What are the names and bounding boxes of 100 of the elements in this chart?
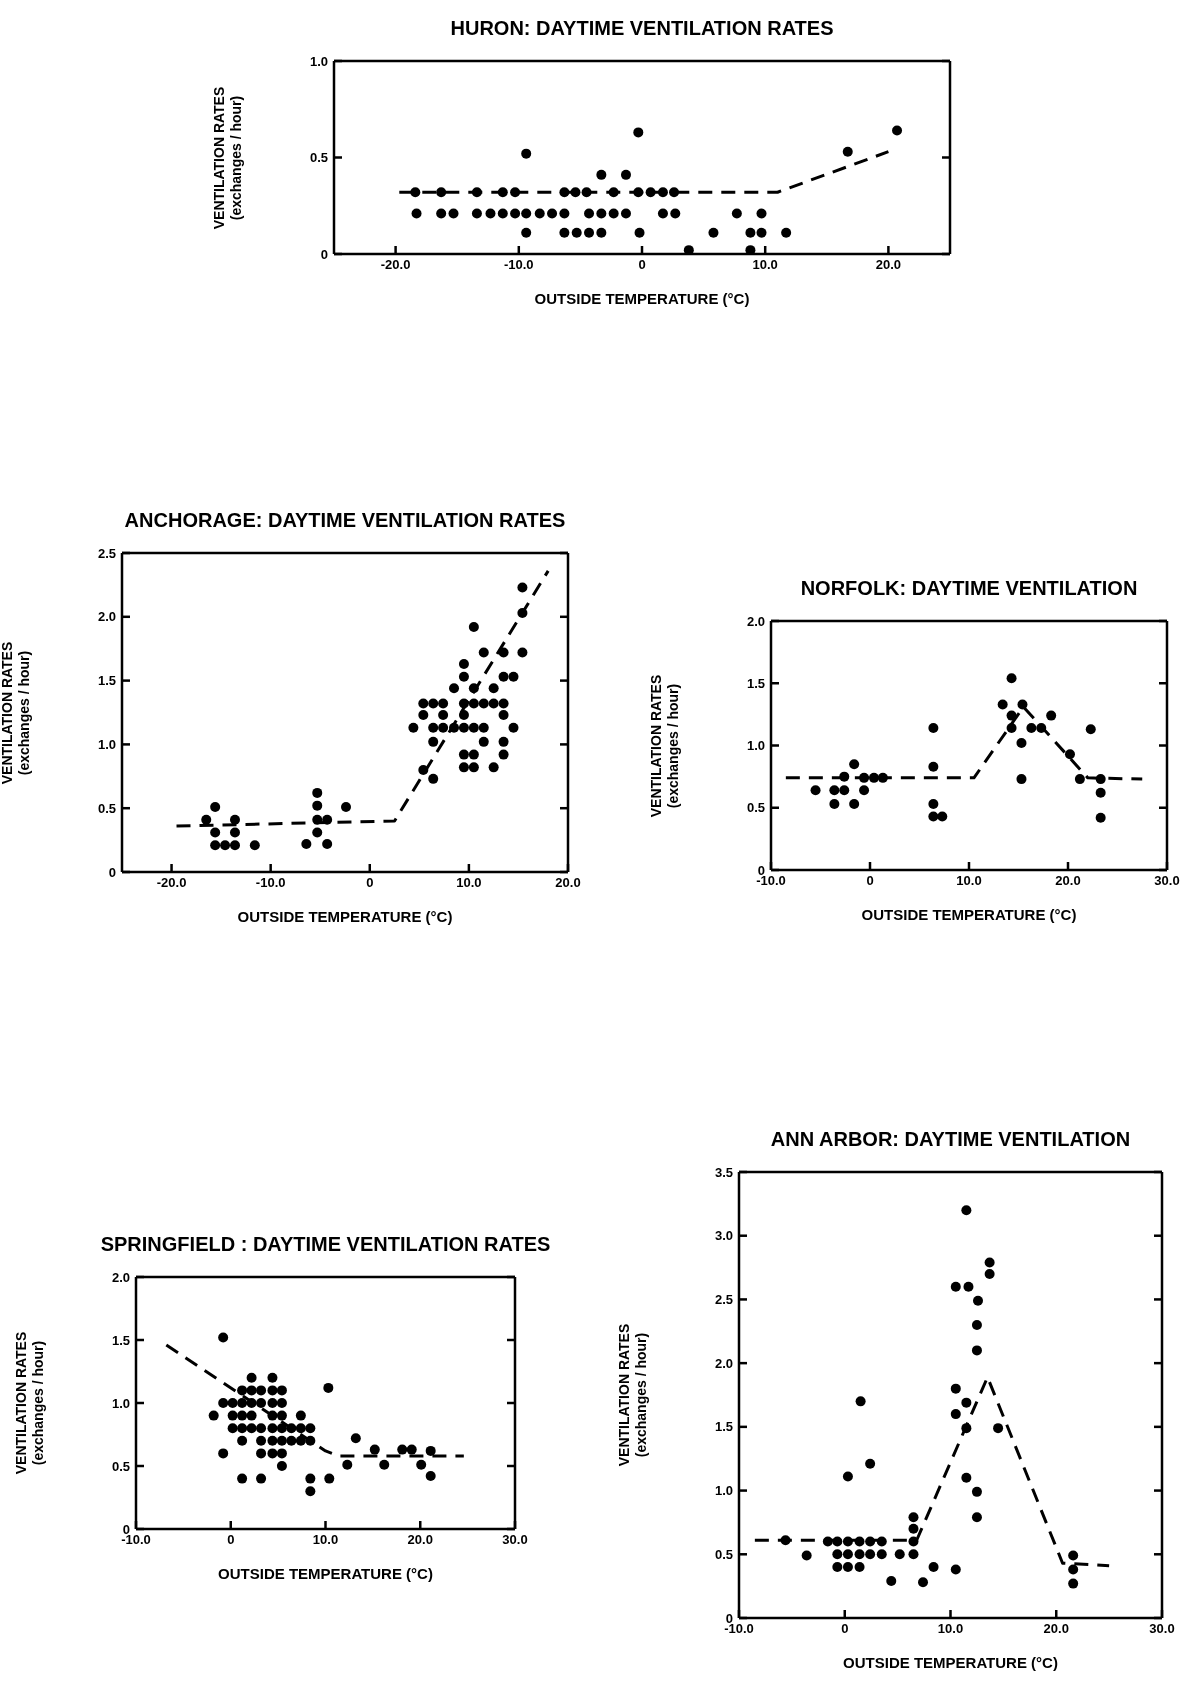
chart-title: NORFOLK: DAYTIME VENTILATION (800, 577, 1138, 600)
point (928, 799, 939, 810)
point (510, 208, 521, 219)
y-tick-label: 1.5 (714, 1419, 733, 1435)
point (256, 1423, 267, 1434)
y-tick-label: 1.5 (746, 675, 765, 691)
point (984, 1268, 995, 1279)
point (411, 208, 422, 219)
point (425, 1471, 436, 1482)
point (731, 208, 742, 219)
point (246, 1385, 257, 1396)
point (497, 208, 508, 219)
chart-title: ANCHORAGE: DAYTIME VENTILATION RATES (124, 509, 566, 532)
point (950, 1383, 961, 1394)
point (295, 1410, 306, 1421)
x-axis-title: OUTSIDE TEMPERATURE (°C) (842, 1654, 1059, 1671)
point (276, 1398, 287, 1408)
y-tick-label: 0.5 (111, 1458, 130, 1474)
point (416, 1459, 427, 1470)
point (810, 785, 821, 796)
point (961, 1205, 972, 1216)
x-axis-title: OUTSIDE TEMPERATURE (°C) (860, 906, 1078, 923)
y-tick-label: 2.0 (746, 613, 765, 629)
y-tick-label: 1.0 (714, 1483, 733, 1499)
x-tick-label: 10.0 (752, 257, 778, 273)
point (832, 1549, 843, 1560)
point (256, 1435, 267, 1446)
point (379, 1459, 390, 1470)
point (324, 1473, 335, 1484)
point (397, 1444, 408, 1455)
point (246, 1372, 257, 1383)
point (596, 169, 607, 180)
x-tick-label: 20.0 (407, 1532, 433, 1548)
point (908, 1523, 919, 1534)
point (781, 227, 792, 238)
point (849, 759, 860, 770)
x-tick-label: 0 (366, 875, 374, 891)
point (1017, 699, 1028, 710)
point (227, 1410, 238, 1421)
point (608, 208, 619, 219)
point (276, 1461, 287, 1471)
point (842, 1471, 853, 1482)
point (865, 1549, 876, 1560)
point (973, 1295, 983, 1306)
point (276, 1423, 287, 1434)
point (859, 785, 870, 796)
point (1085, 724, 1096, 735)
chart-title: ANN ARBOR: DAYTIME VENTILATION (770, 1128, 1131, 1151)
point (237, 1385, 248, 1396)
point (584, 208, 595, 219)
point (928, 1562, 939, 1573)
point (1016, 738, 1027, 749)
y-tick-label: 1.0 (309, 53, 328, 69)
y-tick-label: 1.0 (111, 1395, 130, 1411)
point (756, 227, 767, 238)
point (547, 208, 558, 219)
point (276, 1385, 287, 1396)
point (267, 1448, 278, 1459)
point (842, 1549, 853, 1560)
point (256, 1448, 267, 1459)
point (865, 1458, 876, 1469)
point (620, 169, 631, 180)
point (854, 1562, 865, 1573)
point (267, 1372, 278, 1383)
x-tick-label: -10.0 (255, 875, 286, 891)
point (1095, 787, 1106, 798)
point (1006, 673, 1017, 684)
point (256, 1398, 267, 1408)
point (708, 227, 719, 238)
point (267, 1423, 278, 1434)
y-axis-title: VENTILATION RATES (exchanges / hour) (211, 86, 245, 229)
point (633, 127, 644, 138)
point (448, 208, 459, 219)
point (993, 1423, 1004, 1434)
point (596, 208, 607, 219)
point (868, 772, 879, 783)
point (670, 208, 681, 219)
y-tick-label: 2.0 (714, 1355, 733, 1371)
x-tick-label: 0 (841, 1621, 849, 1637)
point (620, 208, 631, 219)
y-axis-title: VENTILATION RATES (exchanges / hour) (616, 1323, 650, 1467)
point (436, 208, 447, 219)
point (971, 1512, 982, 1523)
point (832, 1562, 843, 1573)
point (406, 1444, 417, 1455)
point (961, 1397, 972, 1408)
point (928, 723, 939, 734)
point (559, 227, 570, 238)
y-tick-label: 0.5 (746, 800, 765, 816)
x-axis-title: OUTSIDE TEMPERATURE (°C) (533, 290, 751, 307)
point (534, 208, 545, 219)
point (1046, 710, 1057, 721)
point (842, 1562, 853, 1573)
y-axis-title: VENTILATION RATES (exchanges / hour) (0, 641, 33, 784)
point (918, 1577, 929, 1588)
y-axis-title: VENTILATION RATES (exchanges / hour) (648, 674, 682, 817)
x-tick-label: -20.0 (380, 257, 411, 273)
point (1095, 774, 1106, 785)
point (908, 1549, 919, 1560)
point (756, 208, 767, 219)
